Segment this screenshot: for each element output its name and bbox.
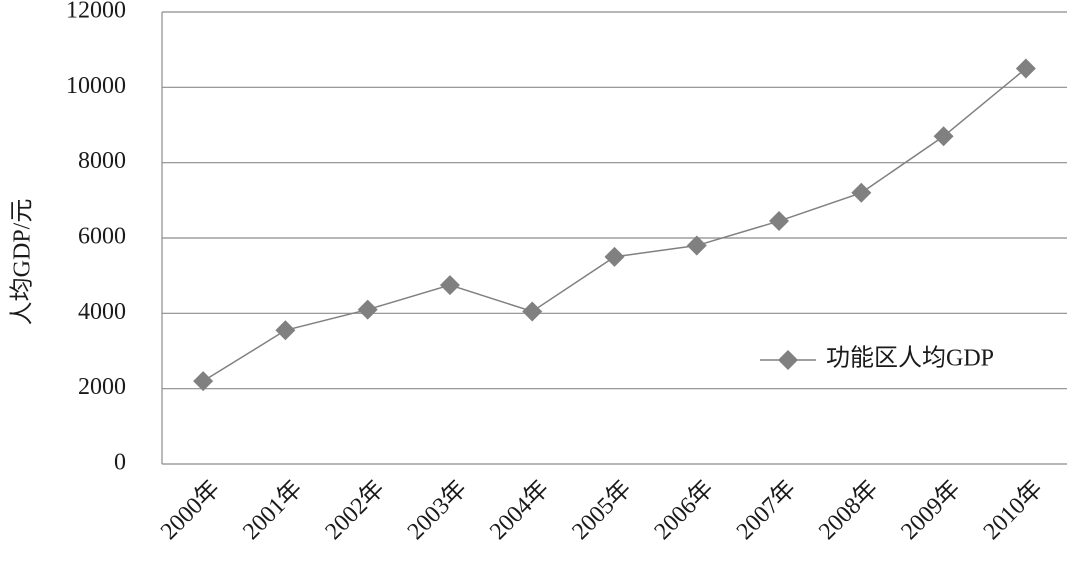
x-tick-label: 2002年: [320, 475, 390, 545]
point-marker: [686, 235, 707, 256]
point-marker: [439, 275, 460, 296]
x-tick-label: 2000年: [155, 475, 225, 545]
x-tick-label: 2008年: [813, 475, 883, 545]
point-marker: [851, 182, 872, 203]
y-tick-label: 6000: [78, 224, 126, 250]
legend-marker: [778, 350, 798, 370]
point-marker: [357, 299, 378, 320]
point-marker: [933, 126, 954, 147]
point-marker: [604, 246, 625, 267]
point-marker: [193, 371, 214, 392]
y-tick-label: 0: [114, 450, 126, 476]
y-tick-label: 8000: [78, 148, 126, 174]
x-tick-label: 2006年: [649, 475, 719, 545]
x-tick-label: 2001年: [238, 475, 308, 545]
y-tick-label: 10000: [66, 73, 126, 99]
y-axis-label: 人均GDP/元: [9, 199, 36, 326]
point-marker: [1015, 58, 1036, 79]
x-tick-label: 2004年: [484, 475, 554, 545]
series-line: [202, 67, 1027, 382]
point-marker: [769, 211, 790, 232]
point-marker: [275, 320, 296, 341]
x-tick-label: 2003年: [402, 475, 472, 545]
x-tick-label: 2010年: [978, 475, 1048, 545]
x-tick-label: 2005年: [567, 475, 637, 545]
y-tick-label: 2000: [78, 374, 126, 400]
y-tick-label: 4000: [78, 299, 126, 325]
x-tick-label: 2007年: [731, 475, 801, 545]
point-marker: [522, 301, 543, 322]
x-tick-label: 2009年: [896, 475, 966, 545]
y-tick-label: 12000: [66, 0, 126, 24]
legend-label: 功能区人均GDP: [826, 345, 994, 372]
